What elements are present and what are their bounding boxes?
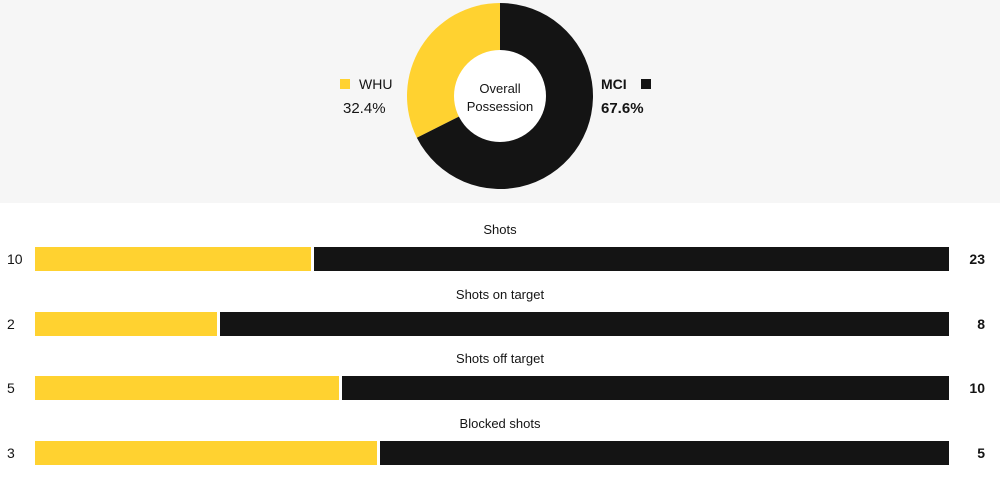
home-value-shots-on-target: 2 — [7, 315, 15, 332]
away-team-legend: MCI — [601, 75, 651, 93]
home-value-blocked-shots: 3 — [7, 445, 15, 462]
away-team-name: MCI — [601, 76, 627, 92]
bar-divider — [338, 376, 342, 401]
stat-bar-shots-on-target — [35, 311, 949, 336]
home-value-shots-off-target: 5 — [7, 380, 15, 397]
stat-bar-shots — [35, 247, 949, 271]
home-bar-blocked-shots — [35, 441, 377, 466]
possession-panel: Overall Possession WHU 32.4% MCI 67.6% — [0, 0, 1000, 203]
bar-divider — [311, 247, 315, 271]
away-value-shots-on-target: 8 — [977, 315, 985, 332]
stat-title-shots-on-target: Shots on target — [455, 286, 545, 302]
stat-title-blocked-shots: Blocked shots — [459, 416, 541, 432]
away-value-shots-off-target: 10 — [969, 380, 985, 397]
away-possession-value: 67.6% — [601, 100, 644, 117]
home-team-legend: WHU — [340, 75, 392, 93]
stat-title-shots: Shots — [483, 222, 517, 237]
stat-title-shots-off-target: Shots off target — [456, 351, 544, 367]
away-value-blocked-shots: 5 — [977, 445, 985, 462]
home-team-name: WHU — [359, 76, 393, 92]
stat-bar-shots-off-target — [35, 376, 949, 401]
possession-donut: Overall Possession — [406, 3, 593, 189]
home-bar-shots — [35, 247, 312, 271]
home-value-shots: 10 — [7, 251, 23, 267]
stat-bar-blocked-shots — [35, 441, 949, 466]
donut-center-label-1: Overall — [479, 81, 520, 96]
away-value-shots: 23 — [969, 251, 985, 267]
away-bar-shots-off-target — [341, 376, 949, 401]
home-possession-value: 32.4% — [343, 100, 386, 117]
home-bar-shots-on-target — [35, 311, 218, 336]
bar-divider — [376, 441, 380, 466]
away-bar-shots-on-target — [220, 311, 949, 336]
home-color-swatch — [340, 79, 350, 89]
away-color-swatch — [640, 79, 651, 89]
away-bar-blocked-shots — [379, 441, 949, 466]
home-bar-shots-off-target — [35, 376, 339, 401]
donut-center-label-2: Possession — [467, 99, 533, 114]
bar-divider — [217, 311, 221, 336]
away-bar-shots — [314, 247, 949, 271]
